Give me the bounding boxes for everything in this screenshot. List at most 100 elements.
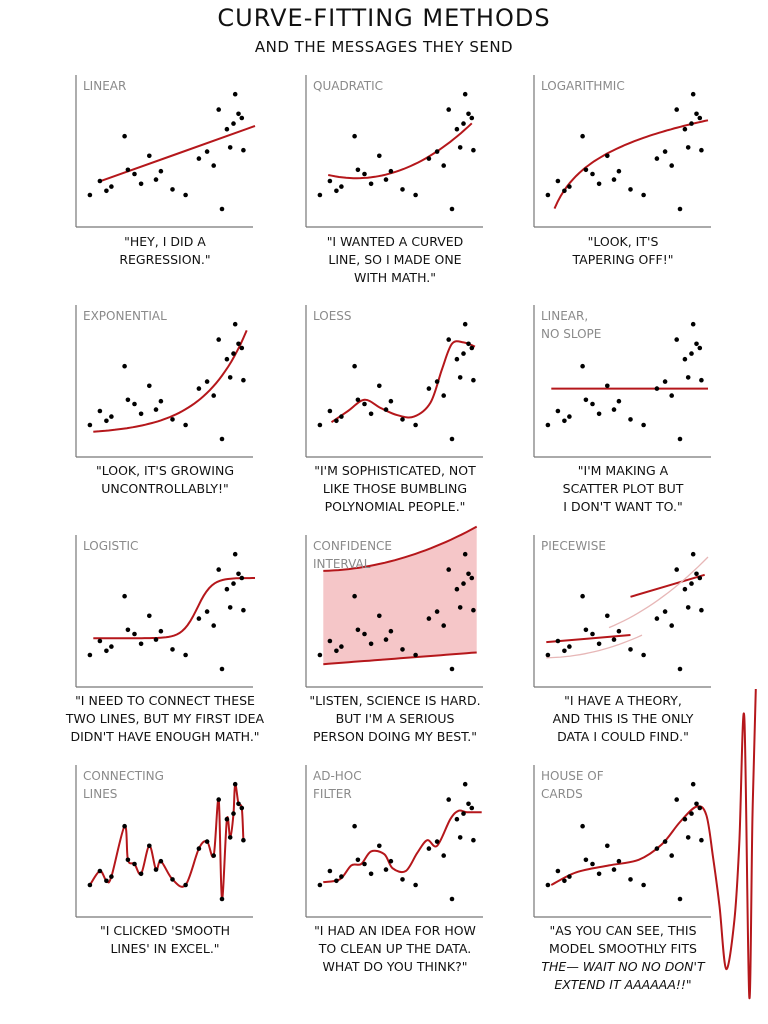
data-point	[158, 858, 164, 864]
data-point	[239, 115, 245, 121]
data-point	[232, 321, 238, 327]
data-point	[158, 168, 164, 174]
fit-line	[323, 809, 482, 884]
plot-area	[305, 525, 483, 688]
data-point	[147, 613, 152, 619]
caption-line: "LOOK, IT'S GROWING	[95, 463, 235, 478]
data-point	[641, 652, 646, 658]
data-point	[109, 184, 114, 189]
data-point	[616, 168, 622, 174]
data-point	[211, 163, 216, 168]
data-point	[605, 613, 610, 619]
data-point	[462, 551, 468, 557]
data-point	[555, 868, 561, 874]
data-point	[183, 652, 188, 658]
data-point	[596, 181, 602, 187]
data-point	[158, 398, 164, 404]
caption-line: "AS YOU CAN SEE, THIS	[549, 923, 697, 938]
caption-line: "I'M SOPHISTICATED, NOT	[314, 463, 476, 478]
caption-line: THE— WAIT NO NO DON'T	[541, 959, 705, 974]
data-point	[104, 648, 109, 654]
data-point	[457, 605, 463, 610]
data-point	[682, 126, 688, 132]
data-point	[641, 422, 646, 428]
data-point	[147, 153, 152, 159]
data-point	[400, 647, 405, 652]
data-point	[388, 858, 394, 864]
data-point	[125, 397, 131, 403]
data-point	[545, 422, 551, 428]
plot-area	[75, 75, 256, 228]
data-point	[377, 843, 382, 849]
data-point	[677, 896, 683, 902]
data-point	[352, 593, 357, 599]
caption-line: MODEL SMOOTHLY FITS	[549, 941, 697, 956]
data-point	[567, 644, 572, 649]
data-point	[196, 846, 202, 851]
data-point	[109, 874, 114, 879]
data-point	[153, 407, 159, 412]
data-point	[555, 408, 561, 414]
data-point	[567, 414, 572, 419]
data-point	[339, 184, 344, 189]
data-point	[334, 648, 339, 654]
panel-caption: "I NEED TO CONNECT THESE TWO LINES, BUT M…	[65, 692, 265, 746]
data-point	[454, 586, 460, 592]
data-point	[219, 666, 225, 672]
panel-house: HOUSE OF CARDS	[533, 688, 757, 1000]
data-point	[690, 781, 696, 787]
data-point	[204, 839, 210, 844]
data-point	[241, 377, 246, 383]
data-point	[690, 91, 696, 97]
data-point	[605, 153, 610, 159]
panel-caption: "LOOK, IT'S TAPERING OFF!"	[523, 233, 723, 269]
data-point	[236, 111, 241, 117]
caption-line: LIKE THOSE BUMBLING	[322, 481, 468, 496]
data-point	[461, 351, 466, 356]
panel-label: HOUSE OF CARDS	[541, 769, 604, 801]
panel-logistic: LOGISTIC	[75, 535, 255, 695]
data-point	[368, 181, 374, 187]
data-point	[674, 337, 679, 342]
data-point	[368, 411, 374, 417]
data-point	[469, 805, 475, 811]
data-point	[466, 571, 471, 577]
data-point	[153, 637, 159, 642]
data-point	[699, 607, 704, 613]
data-point	[611, 867, 617, 872]
data-point	[466, 341, 471, 347]
data-point	[383, 177, 389, 182]
data-point	[583, 167, 589, 173]
data-point	[580, 133, 585, 139]
panel-label: LOGARITHMIC	[541, 79, 625, 93]
data-point	[596, 871, 602, 877]
data-point	[441, 623, 446, 628]
data-point	[454, 816, 460, 822]
data-point	[147, 843, 152, 849]
data-point	[125, 857, 131, 863]
data-point	[138, 411, 144, 417]
data-point	[682, 816, 688, 822]
caption-line: "I HAVE A THEORY,	[564, 693, 682, 708]
panel-caption: "I HAVE A THEORY, AND THIS IS THE ONLY DAT…	[523, 692, 723, 746]
data-point	[628, 877, 633, 882]
data-point	[426, 386, 432, 391]
data-point	[317, 882, 323, 888]
data-point	[413, 192, 418, 198]
data-point	[469, 345, 475, 351]
data-point	[232, 781, 238, 787]
data-point	[170, 187, 175, 192]
data-point	[446, 337, 451, 342]
panel-label: LOESS	[313, 309, 352, 323]
panel-label: LINEAR	[83, 79, 127, 93]
data-point	[87, 422, 93, 428]
caption-line: LINE, SO I MADE ONE	[328, 252, 462, 267]
confidence-band	[323, 526, 477, 665]
data-point	[236, 571, 241, 577]
data-point	[462, 321, 468, 327]
data-point	[231, 581, 236, 586]
data-point	[641, 192, 646, 198]
data-point	[441, 163, 446, 168]
panel-quadratic: QUADRATIC	[305, 75, 485, 235]
data-point	[204, 149, 210, 154]
